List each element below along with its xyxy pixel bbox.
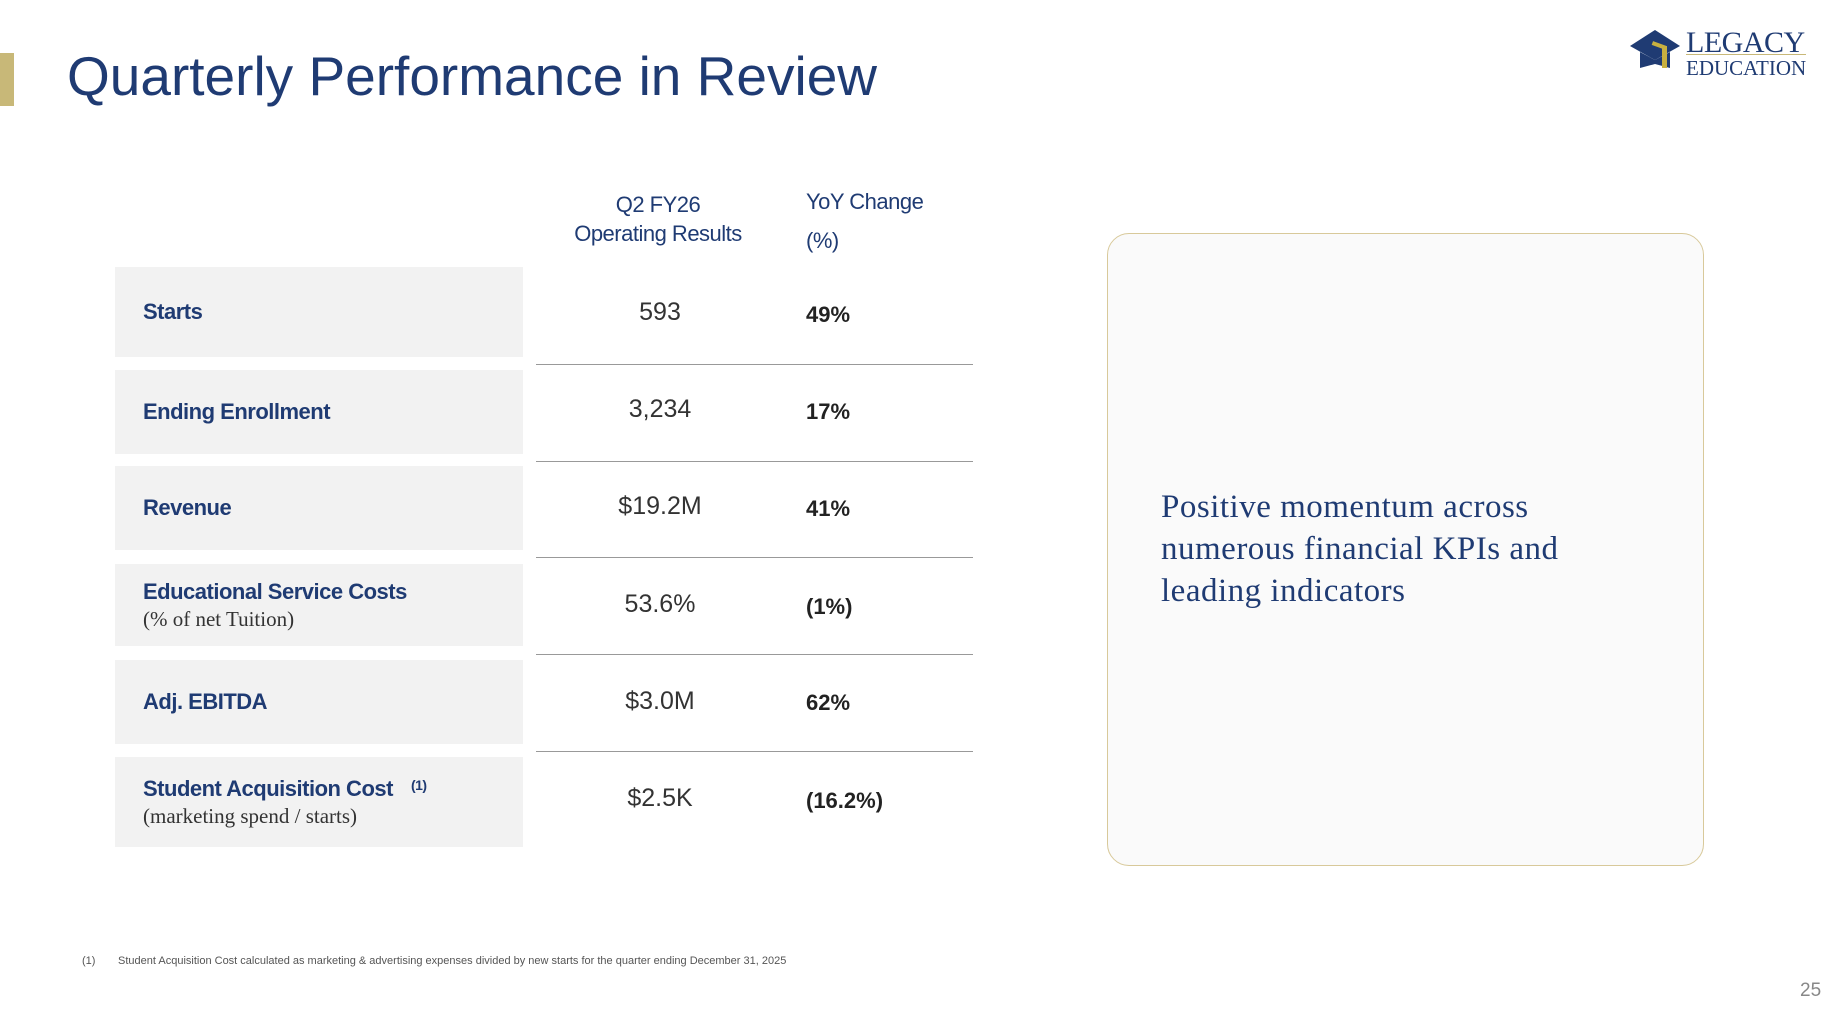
legacy-education-logo: LEGACY EDUCATION [1628,26,1813,80]
row-label-revenue: Revenue [115,466,523,550]
row-label-enrollment: Ending Enrollment [115,370,523,454]
value-esc: 53.6% [624,590,696,618]
row-divider [536,557,973,558]
yoy-sac: (16.2%) [806,788,884,813]
logo-subtext: EDUCATION [1686,54,1807,80]
footnote-ref: (1) [410,776,427,793]
graduation-cap-icon [1630,30,1680,68]
row-divider [536,654,973,655]
row-label-starts: Starts [115,267,523,357]
page-title: Quarterly Performance in Review [67,45,878,107]
column-header-yoy: YoY Change (%) [806,189,924,253]
yoy-revenue: 41% [806,496,851,521]
column-header-results: Q2 FY26 Operating Results [574,192,742,246]
yoy-ebitda: 62% [806,690,851,715]
value-enrollment: 3,234 [628,395,692,423]
footnote-text: Student Acquisition Cost calculated as m… [118,955,787,967]
row-label-ebitda: Adj. EBITDA [115,660,523,744]
row-divider [536,364,973,365]
row-label-esc: Educational Service Costs (% of net Tuiti… [115,564,523,646]
row-divider [536,461,973,462]
row-label-sac: Student Acquisition Cost (1) (marketing sp… [115,757,523,847]
value-starts: 593 [639,298,681,326]
value-ebitda: $3.0M [625,687,695,715]
yoy-starts: 49% [806,302,851,327]
row-divider [536,751,973,752]
logo-text: LEGACY [1686,26,1805,59]
yoy-enrollment: 17% [806,399,851,424]
summary-panel: Positive momentum across numerous financ… [1107,233,1704,866]
page-number: 25 [1800,980,1822,1001]
accent-bar [0,53,14,106]
value-revenue: $19.2M [618,492,702,520]
summary-text: Positive momentum across numerous financ… [1161,489,1559,609]
footnote-marker: (1) [82,955,96,967]
value-sac: $2.5K [627,784,693,812]
yoy-esc: (1%) [806,594,853,619]
